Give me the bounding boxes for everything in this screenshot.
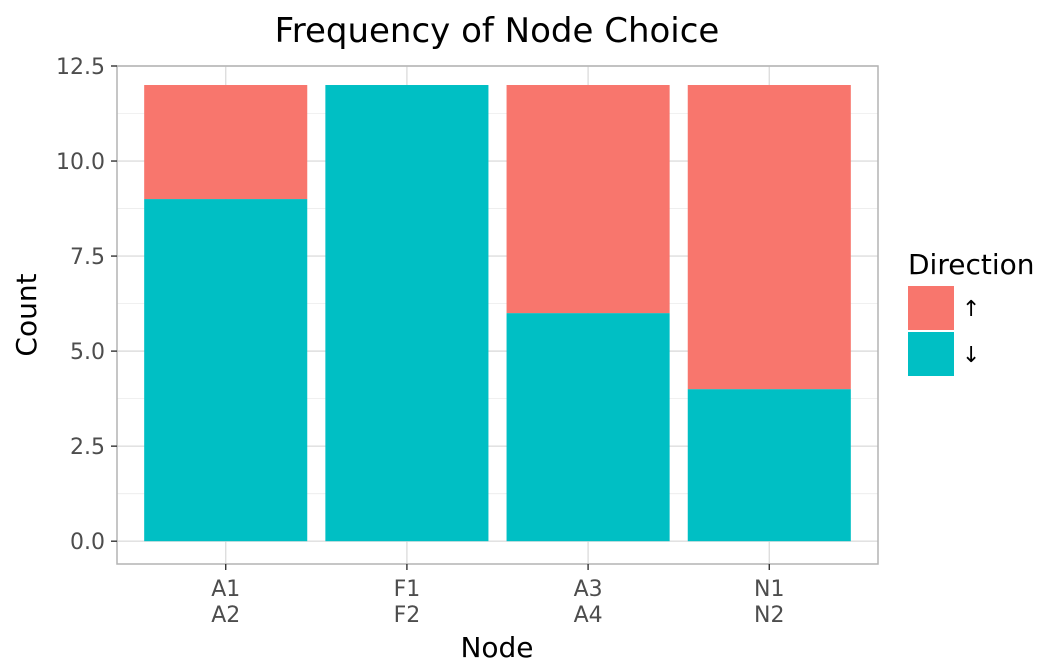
y-tick-label: 7.5 — [70, 245, 105, 270]
x-tick-label: F1 — [394, 577, 421, 602]
x-tick-label: A1 — [211, 577, 240, 602]
x-tick-label: A3 — [574, 577, 603, 602]
y-tick-label: 10.0 — [56, 150, 105, 175]
legend-swatch-down — [908, 332, 954, 376]
bar-segment-N1-N2-up — [687, 85, 851, 390]
legend-title: Direction — [908, 248, 1035, 281]
y-tick-label: 5.0 — [70, 340, 105, 365]
x-tick-label: N1 — [754, 577, 784, 602]
legend: Direction ↑ ↓ — [908, 248, 1035, 376]
x-tick-label: N2 — [754, 603, 784, 628]
bar-segment-N1-N2-down — [687, 389, 851, 542]
chart-title: Frequency of Node Choice — [275, 11, 720, 51]
bar-segment-F1-F2-down — [325, 85, 489, 542]
bar-segment-A1-A2-down — [144, 199, 308, 542]
bar-segment-A1-A2-up — [144, 85, 308, 200]
plot-panel-border — [116, 65, 879, 565]
bar-layer — [144, 85, 851, 542]
legend-label-up: ↑ — [962, 297, 980, 322]
x-tick-label: A2 — [211, 603, 240, 628]
legend-swatch-up — [908, 286, 954, 330]
bar-segment-A3-A4-up — [506, 85, 670, 314]
y-tick-label: 12.5 — [56, 55, 105, 80]
x-tick-label: F2 — [394, 603, 421, 628]
x-axis-title: Node — [460, 631, 533, 664]
x-tick-label: A4 — [574, 603, 603, 628]
y-tick-label: 0.0 — [70, 530, 105, 555]
legend-label-down: ↓ — [962, 343, 980, 368]
y-tick-label: 2.5 — [70, 435, 105, 460]
y-axis-title: Count — [10, 273, 43, 356]
bar-segment-A3-A4-down — [506, 313, 670, 542]
